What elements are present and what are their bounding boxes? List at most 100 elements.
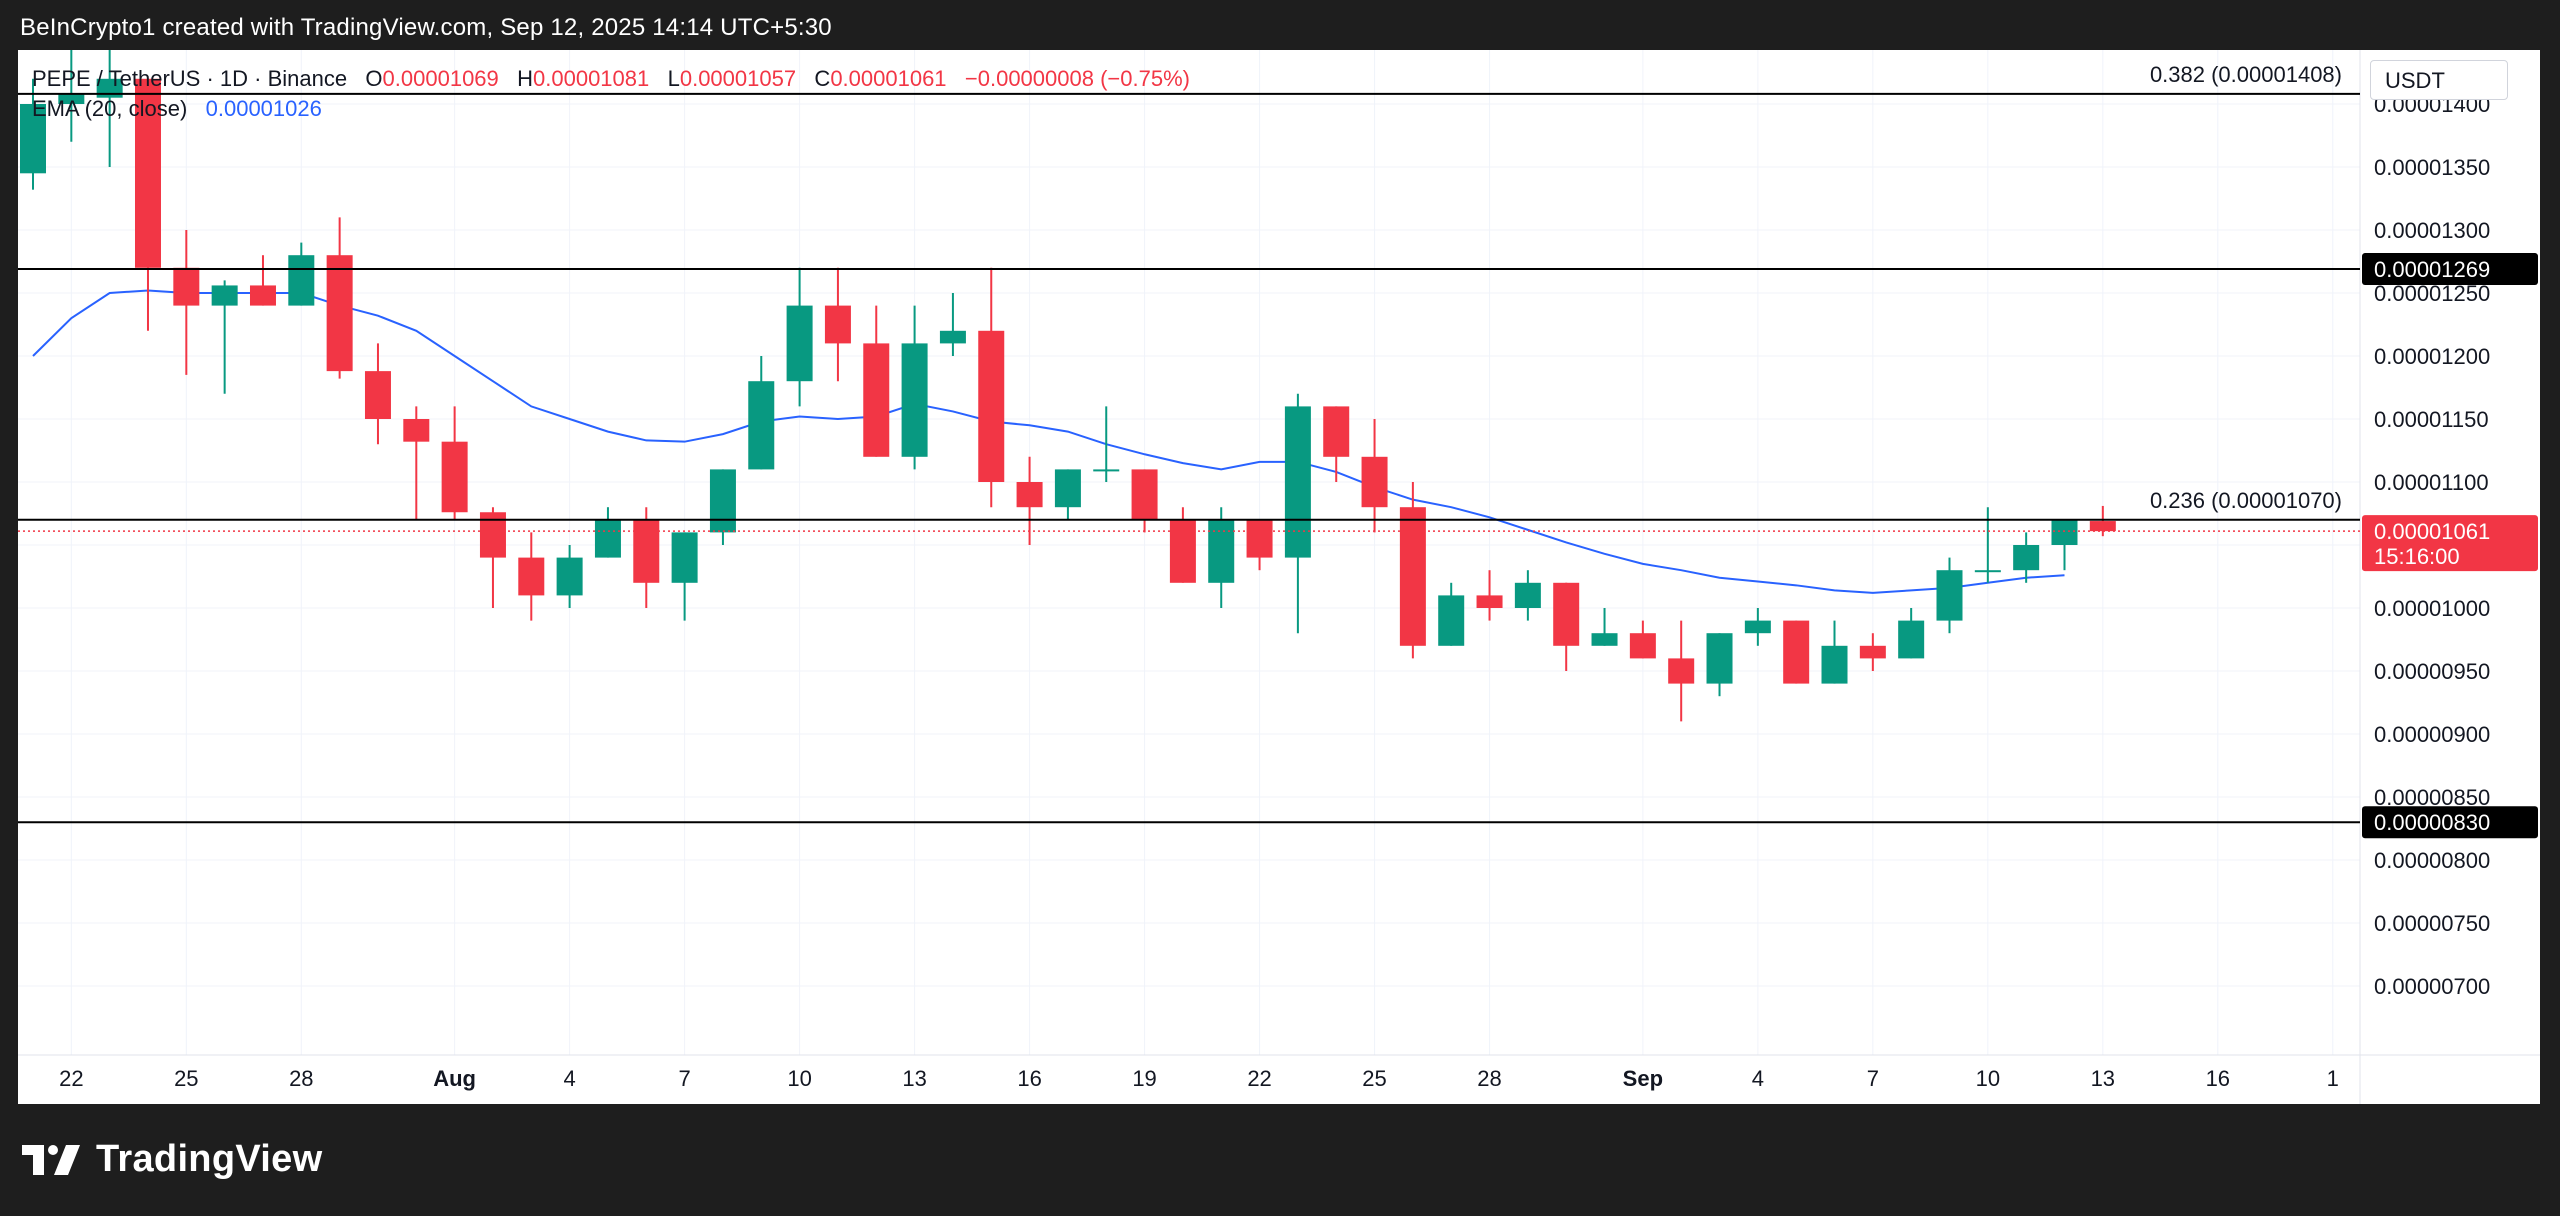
ema-line <box>32 289 2065 594</box>
x-tick-label: 16 <box>2206 1066 2230 1091</box>
y-tick-label: 0.00001300 <box>2374 218 2490 243</box>
chart-panel[interactable]: 0.00001400 0.00001350 0.00001300 0.00001250… <box>18 50 2540 1104</box>
candle <box>1629 620 1656 659</box>
candle-body <box>594 519 621 558</box>
candle <box>2013 532 2040 583</box>
candle-body <box>1783 620 1810 684</box>
footer-brand: TradingView <box>96 1138 323 1180</box>
candle <box>1514 570 1541 621</box>
x-tick-label: 10 <box>1976 1066 2000 1091</box>
level-label-fib-0382: 0.382 (0.00001408) <box>2150 62 2342 87</box>
legend-close-label: C <box>814 66 831 91</box>
x-tick-label: 19 <box>1132 1066 1156 1091</box>
y-tick-label: 0.00001100 <box>2374 470 2489 495</box>
candle <box>364 343 391 445</box>
candle-body <box>1629 633 1656 659</box>
candle <box>709 469 736 545</box>
x-tick-label: 13 <box>902 1066 926 1091</box>
footer-logo: TradingView <box>22 1138 322 1181</box>
candle <box>403 406 430 520</box>
candle <box>326 217 353 379</box>
candle-body <box>1246 519 1273 558</box>
candle-body <box>1016 482 1043 508</box>
candle <box>1668 620 1695 722</box>
x-tick-label: Sep <box>1623 1066 1663 1091</box>
candle <box>20 78 46 190</box>
candle-body <box>1169 519 1196 583</box>
candle-body <box>786 305 813 382</box>
x-tick-label: 22 <box>59 1066 83 1091</box>
legend-open-label: O <box>365 66 383 91</box>
candle <box>1131 469 1158 533</box>
candle <box>1093 406 1120 482</box>
candle <box>978 267 1005 508</box>
candle <box>1246 519 1273 571</box>
y-tick-label: 0.00001350 <box>2374 155 2490 180</box>
candle-body <box>288 255 315 306</box>
candle <box>1284 393 1311 634</box>
candle-body <box>1744 620 1771 634</box>
x-tick-label: 4 <box>1752 1066 1764 1091</box>
candle-body <box>556 557 583 596</box>
candle <box>1936 557 1963 634</box>
level-tag-support <box>2362 806 2538 839</box>
x-tick-label: 7 <box>1867 1066 1879 1091</box>
chart-canvas[interactable]: 0.000014000.000013500.000013000.00001250… <box>18 50 2540 1104</box>
candle-body <box>1054 469 1081 508</box>
y-tick-label: 0.00000900 <box>2374 722 2490 747</box>
y-tick-label: 0.00000950 <box>2374 659 2490 684</box>
candle <box>633 507 660 608</box>
candle-body <box>2051 519 2078 545</box>
x-tick-label: 25 <box>1362 1066 1386 1091</box>
candle <box>1169 507 1196 583</box>
candle-body <box>1323 406 1350 457</box>
y-tick-label: 0.00000850 <box>2374 785 2490 810</box>
candle-body <box>249 285 276 306</box>
candle-body <box>1093 469 1120 472</box>
candle <box>1898 608 1925 659</box>
candle <box>901 305 928 470</box>
legend-change: −0.00000008 (−0.75%) <box>964 66 1190 91</box>
current-price-tag-text: 0.00001061 <box>2374 519 2490 544</box>
candle <box>2051 519 2078 571</box>
legend-symbol[interactable]: PEPE / TetherUS · 1D · Binance <box>32 66 348 91</box>
x-tick-label: 22 <box>1247 1066 1271 1091</box>
candle-body <box>824 305 851 344</box>
y-tick-label: 0.00001250 <box>2374 281 2490 306</box>
x-tick-label: 25 <box>174 1066 198 1091</box>
candle <box>2089 505 2116 537</box>
currency-selector[interactable]: USDT <box>2370 60 2508 100</box>
header-credit: BeInCrypto1 created with TradingView.com… <box>20 14 832 41</box>
x-tick-label: 28 <box>289 1066 313 1091</box>
candle-body <box>939 330 966 344</box>
candle <box>288 242 315 306</box>
candle <box>1821 620 1848 684</box>
x-tick-label: 10 <box>787 1066 811 1091</box>
candle <box>786 267 813 407</box>
candle-body <box>1668 658 1695 684</box>
candle-body <box>1898 620 1925 659</box>
y-tick-label: 0.00000800 <box>2374 848 2490 873</box>
candle <box>824 267 851 382</box>
legend-ohlc: PEPE / TetherUS · 1D · Binance O0.000010… <box>32 66 1190 92</box>
candle-body <box>1936 570 1963 621</box>
candle <box>211 280 238 394</box>
candle <box>134 78 161 331</box>
candle-body <box>2089 521 2116 532</box>
candle-body <box>1514 582 1541 608</box>
candle <box>1591 608 1618 646</box>
y-tick-label: 0.00001200 <box>2374 344 2490 369</box>
candle-body <box>173 267 200 306</box>
candle <box>939 293 966 356</box>
x-tick-label: 7 <box>678 1066 690 1091</box>
ema-label[interactable]: EMA (20, close) <box>32 96 188 121</box>
candle-body <box>863 343 890 457</box>
legend-high-label: H <box>517 66 534 91</box>
candle-body <box>1361 456 1388 508</box>
candle <box>1438 582 1465 646</box>
legend-close-value: 0.00001061 <box>830 66 947 91</box>
x-tick-label: 28 <box>1477 1066 1501 1091</box>
candle <box>441 406 468 520</box>
candle <box>1476 570 1503 621</box>
legend-open-value: 0.00001069 <box>382 66 499 91</box>
